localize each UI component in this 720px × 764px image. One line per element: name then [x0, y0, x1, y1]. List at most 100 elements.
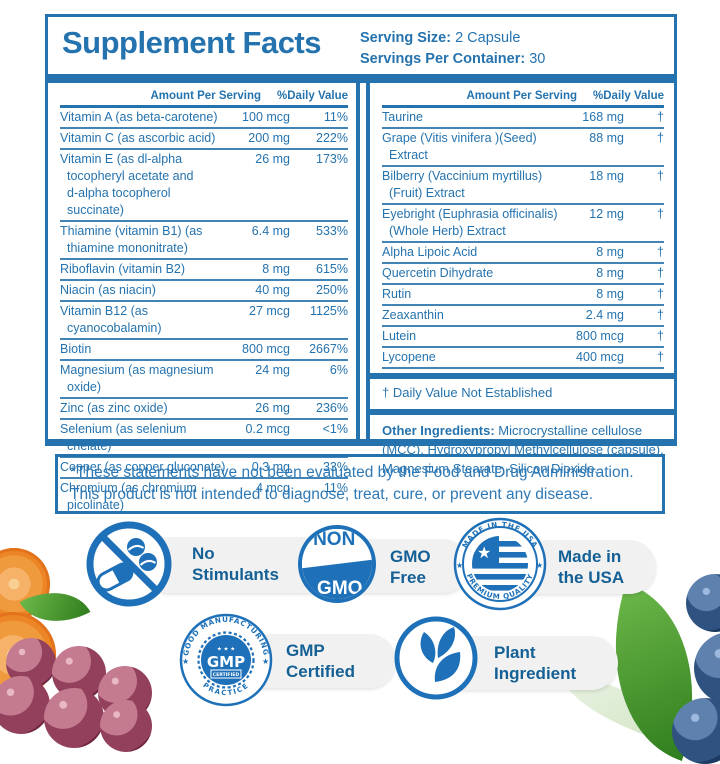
ingredient-name: Lycopene — [382, 350, 436, 365]
star-icon: ★ — [477, 543, 491, 562]
right-table-header: Amount Per Serving %Daily Value — [382, 83, 664, 109]
ingredient-daily-value: <1% — [322, 422, 348, 437]
ingredient-daily-value: 11% — [323, 110, 348, 125]
ingredient-name: Vitamin C (as ascorbic acid) — [60, 131, 216, 146]
table-row: Selenium (as selenium chelate) 0.2 mcg <… — [60, 420, 348, 459]
other-ingredients-text: Microcrystalline cellulose (MCC), Hydrox… — [382, 423, 664, 476]
header-divider-bar — [48, 74, 674, 84]
table-row: Riboflavin (vitamin B2) 8 mg 615% — [60, 260, 348, 282]
ingredient-daily-value: † — [657, 308, 664, 323]
ingredient-amount: 0.3 mg — [251, 460, 290, 475]
ingredient-daily-value: 250% — [316, 283, 348, 298]
ingredient-amount: 100 mcg — [242, 110, 290, 125]
grape — [44, 688, 104, 748]
ingredient-amount: 12 mg — [589, 207, 624, 222]
ingredient-name: Chromium (as chromium picolinate) — [60, 481, 197, 513]
seal-inner-ring — [462, 526, 538, 602]
ingredient-daily-value: 222% — [316, 131, 348, 146]
ingredient-daily-value: 6% — [329, 363, 348, 378]
ingredient-name: Zeaxanthin — [382, 308, 444, 323]
ingredient-name: Riboflavin (vitamin B2) — [60, 262, 186, 277]
gmp-center-text: GMP — [207, 653, 245, 671]
circle-ring — [394, 616, 478, 700]
left-table: Amount Per Serving %Daily Value Vitamin … — [48, 83, 360, 512]
certified-banner-text: CERTIFIED — [213, 672, 240, 678]
ingredient-name: Zinc (as zinc oxide) — [60, 401, 168, 416]
ingredient-amount: 8 mg — [596, 245, 624, 260]
ingredient-daily-value: † — [657, 266, 664, 281]
table-row: Magnesium (as magnesium oxide) 24 mg 6% — [60, 361, 348, 400]
ingredient-amount: 88 mg — [589, 131, 624, 146]
ingredient-amount: 26 mg — [255, 401, 290, 416]
stars-row-icon: ★ ★ ★ — [217, 647, 235, 653]
blueberry — [686, 574, 720, 632]
ingredient-amount: 800 mcg — [242, 342, 290, 357]
other-ingredients-label: Other Ingredients: — [382, 423, 495, 439]
fda-disclaimer-text: *These statements have not been evaluate… — [70, 464, 634, 503]
fda-disclaimer: *These statements have not been evaluate… — [55, 454, 665, 514]
daily-value-note: † Daily Value Not Established — [382, 385, 553, 401]
table-row: Zeaxanthin 2.4 mg † — [382, 306, 664, 328]
table-row: Bilberry (Vaccinium myrtillus) (Fruit) E… — [382, 167, 664, 206]
left-table-rows: Vitamin A (as beta-carotene) 100 mcg 11%… — [60, 108, 348, 515]
badge-label: GMO Free — [390, 547, 431, 588]
ingredient-daily-value: 236% — [316, 401, 348, 416]
blueberry — [694, 632, 720, 704]
ingredient-name: Magnesium (as magnesium oxide) — [60, 363, 214, 395]
usa-flag-icon: ★ — [472, 536, 528, 592]
table-row: Vitamin C (as ascorbic acid) 200 mg 222% — [60, 129, 348, 151]
table-row: Quercetin Dihydrate 8 mg † — [382, 264, 664, 286]
daily-value-header: %Daily Value — [593, 90, 664, 103]
ingredient-daily-value: 1125% — [310, 304, 348, 319]
servings-per-container-value: 30 — [529, 51, 546, 68]
ingredient-daily-value: † — [657, 207, 664, 222]
supplement-label: Supplement Facts Serving Size: 2 Capsule… — [0, 14, 720, 764]
amount-per-serving-header: Amount Per Serving — [466, 90, 578, 103]
servings-per-container-label: Servings Per Container: — [360, 51, 526, 68]
badge-plant-ingredient: Plant Ingredient — [392, 614, 632, 706]
ingredient-amount: 200 mg — [248, 131, 290, 146]
slash-icon — [98, 532, 161, 595]
ingredient-name: Vitamin A (as beta-carotene) — [60, 110, 218, 125]
table-row: Thiamine (vitamin B1) (as thiamine monon… — [60, 222, 348, 261]
ingredient-amount: 168 mg — [582, 110, 624, 125]
right-table-rows: Taurine 168 mg † Grape (Vitis vinifera )… — [382, 108, 664, 370]
divider-bar — [370, 409, 674, 416]
no-stimulants-icon — [86, 521, 172, 607]
leaves-icon — [420, 627, 461, 682]
ingredient-amount: 8 mg — [596, 287, 624, 302]
ingredient-amount: 6.4 mg — [251, 224, 290, 239]
badge-label: GMP Certified — [286, 641, 355, 682]
star-icon: ★ — [536, 561, 543, 570]
badge-non-gmo: NON GMO GMO Free — [298, 523, 478, 613]
page-title: Supplement Facts — [62, 25, 322, 60]
page: { "colors":{"primary_blue":"#2573AE","ba… — [0, 14, 720, 764]
ingredient-amount: 26 mg — [255, 152, 290, 167]
gmp-seal-icon: GOOD MANUFACTURING PRACTICE ★ ★ ★ ★ ★ GM… — [179, 613, 273, 707]
supplement-facts-panel: Supplement Facts Serving Size: 2 Capsule… — [45, 14, 677, 512]
star-icon: ★ — [456, 561, 463, 570]
ingredient-daily-value: 11% — [323, 481, 348, 496]
ingredient-daily-value: 615% — [316, 262, 348, 277]
ingredient-daily-value: 33% — [322, 460, 348, 475]
grape — [100, 700, 152, 752]
left-table-header: Amount Per Serving %Daily Value — [60, 83, 348, 109]
ingredient-amount: 400 mcg — [576, 350, 624, 365]
table-row: Alpha Lipoic Acid 8 mg † — [382, 243, 664, 265]
table-row: Rutin 8 mg † — [382, 285, 664, 307]
non-gmo-split: NON GMO — [302, 529, 372, 599]
ingredient-name: Thiamine (vitamin B1) (as thiamine monon… — [60, 224, 203, 256]
table-row: Vitamin B12 (as cyanocobalamin) 27 mcg 1… — [60, 302, 348, 341]
table-row: Lutein 800 mcg † — [382, 327, 664, 349]
ingredient-amount: 0.2 mcg — [245, 422, 290, 437]
ingredient-name: Rutin — [382, 287, 412, 302]
non-gmo-bottom-text: GMO — [317, 577, 363, 599]
divider-bar — [370, 373, 674, 380]
ingredient-name: Biotin — [60, 342, 92, 357]
table-row: Vitamin E (as dl-alpha tocopheryl acetat… — [60, 150, 348, 223]
tables: Amount Per Serving %Daily Value Vitamin … — [48, 83, 674, 512]
amount-per-serving-header: Amount Per Serving — [150, 90, 262, 103]
seal-scallop-ring — [197, 631, 255, 689]
badge-label: Plant Ingredient — [494, 643, 577, 684]
ingredient-amount: 24 mg — [255, 363, 290, 378]
